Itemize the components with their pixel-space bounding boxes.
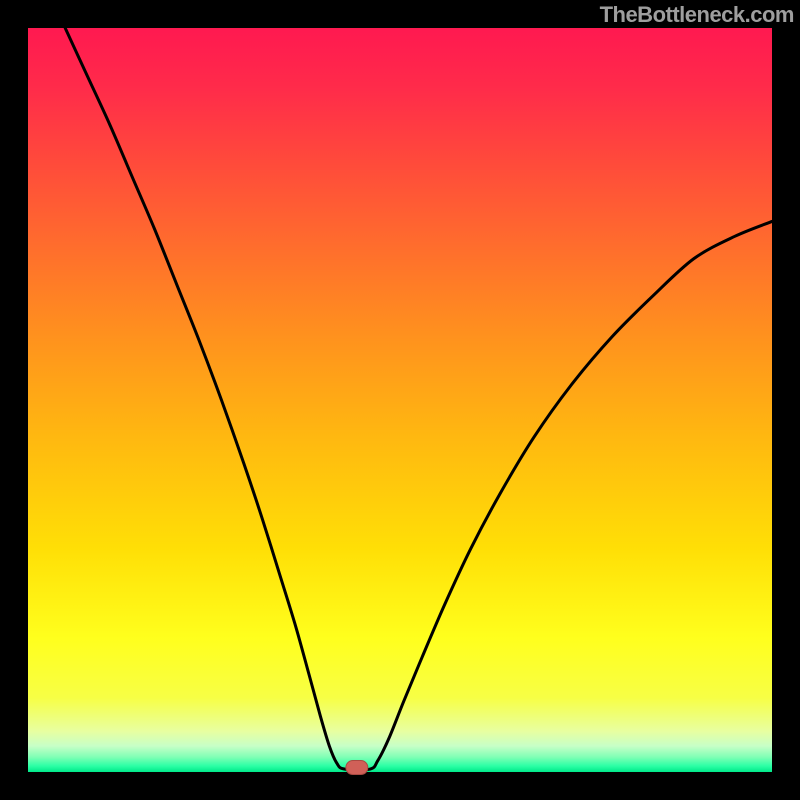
chart-svg — [0, 0, 800, 800]
watermark-text: TheBottleneck.com — [600, 2, 794, 28]
dip-marker — [346, 761, 368, 775]
figure-root: TheBottleneck.com — [0, 0, 800, 800]
gradient-field — [28, 28, 772, 772]
